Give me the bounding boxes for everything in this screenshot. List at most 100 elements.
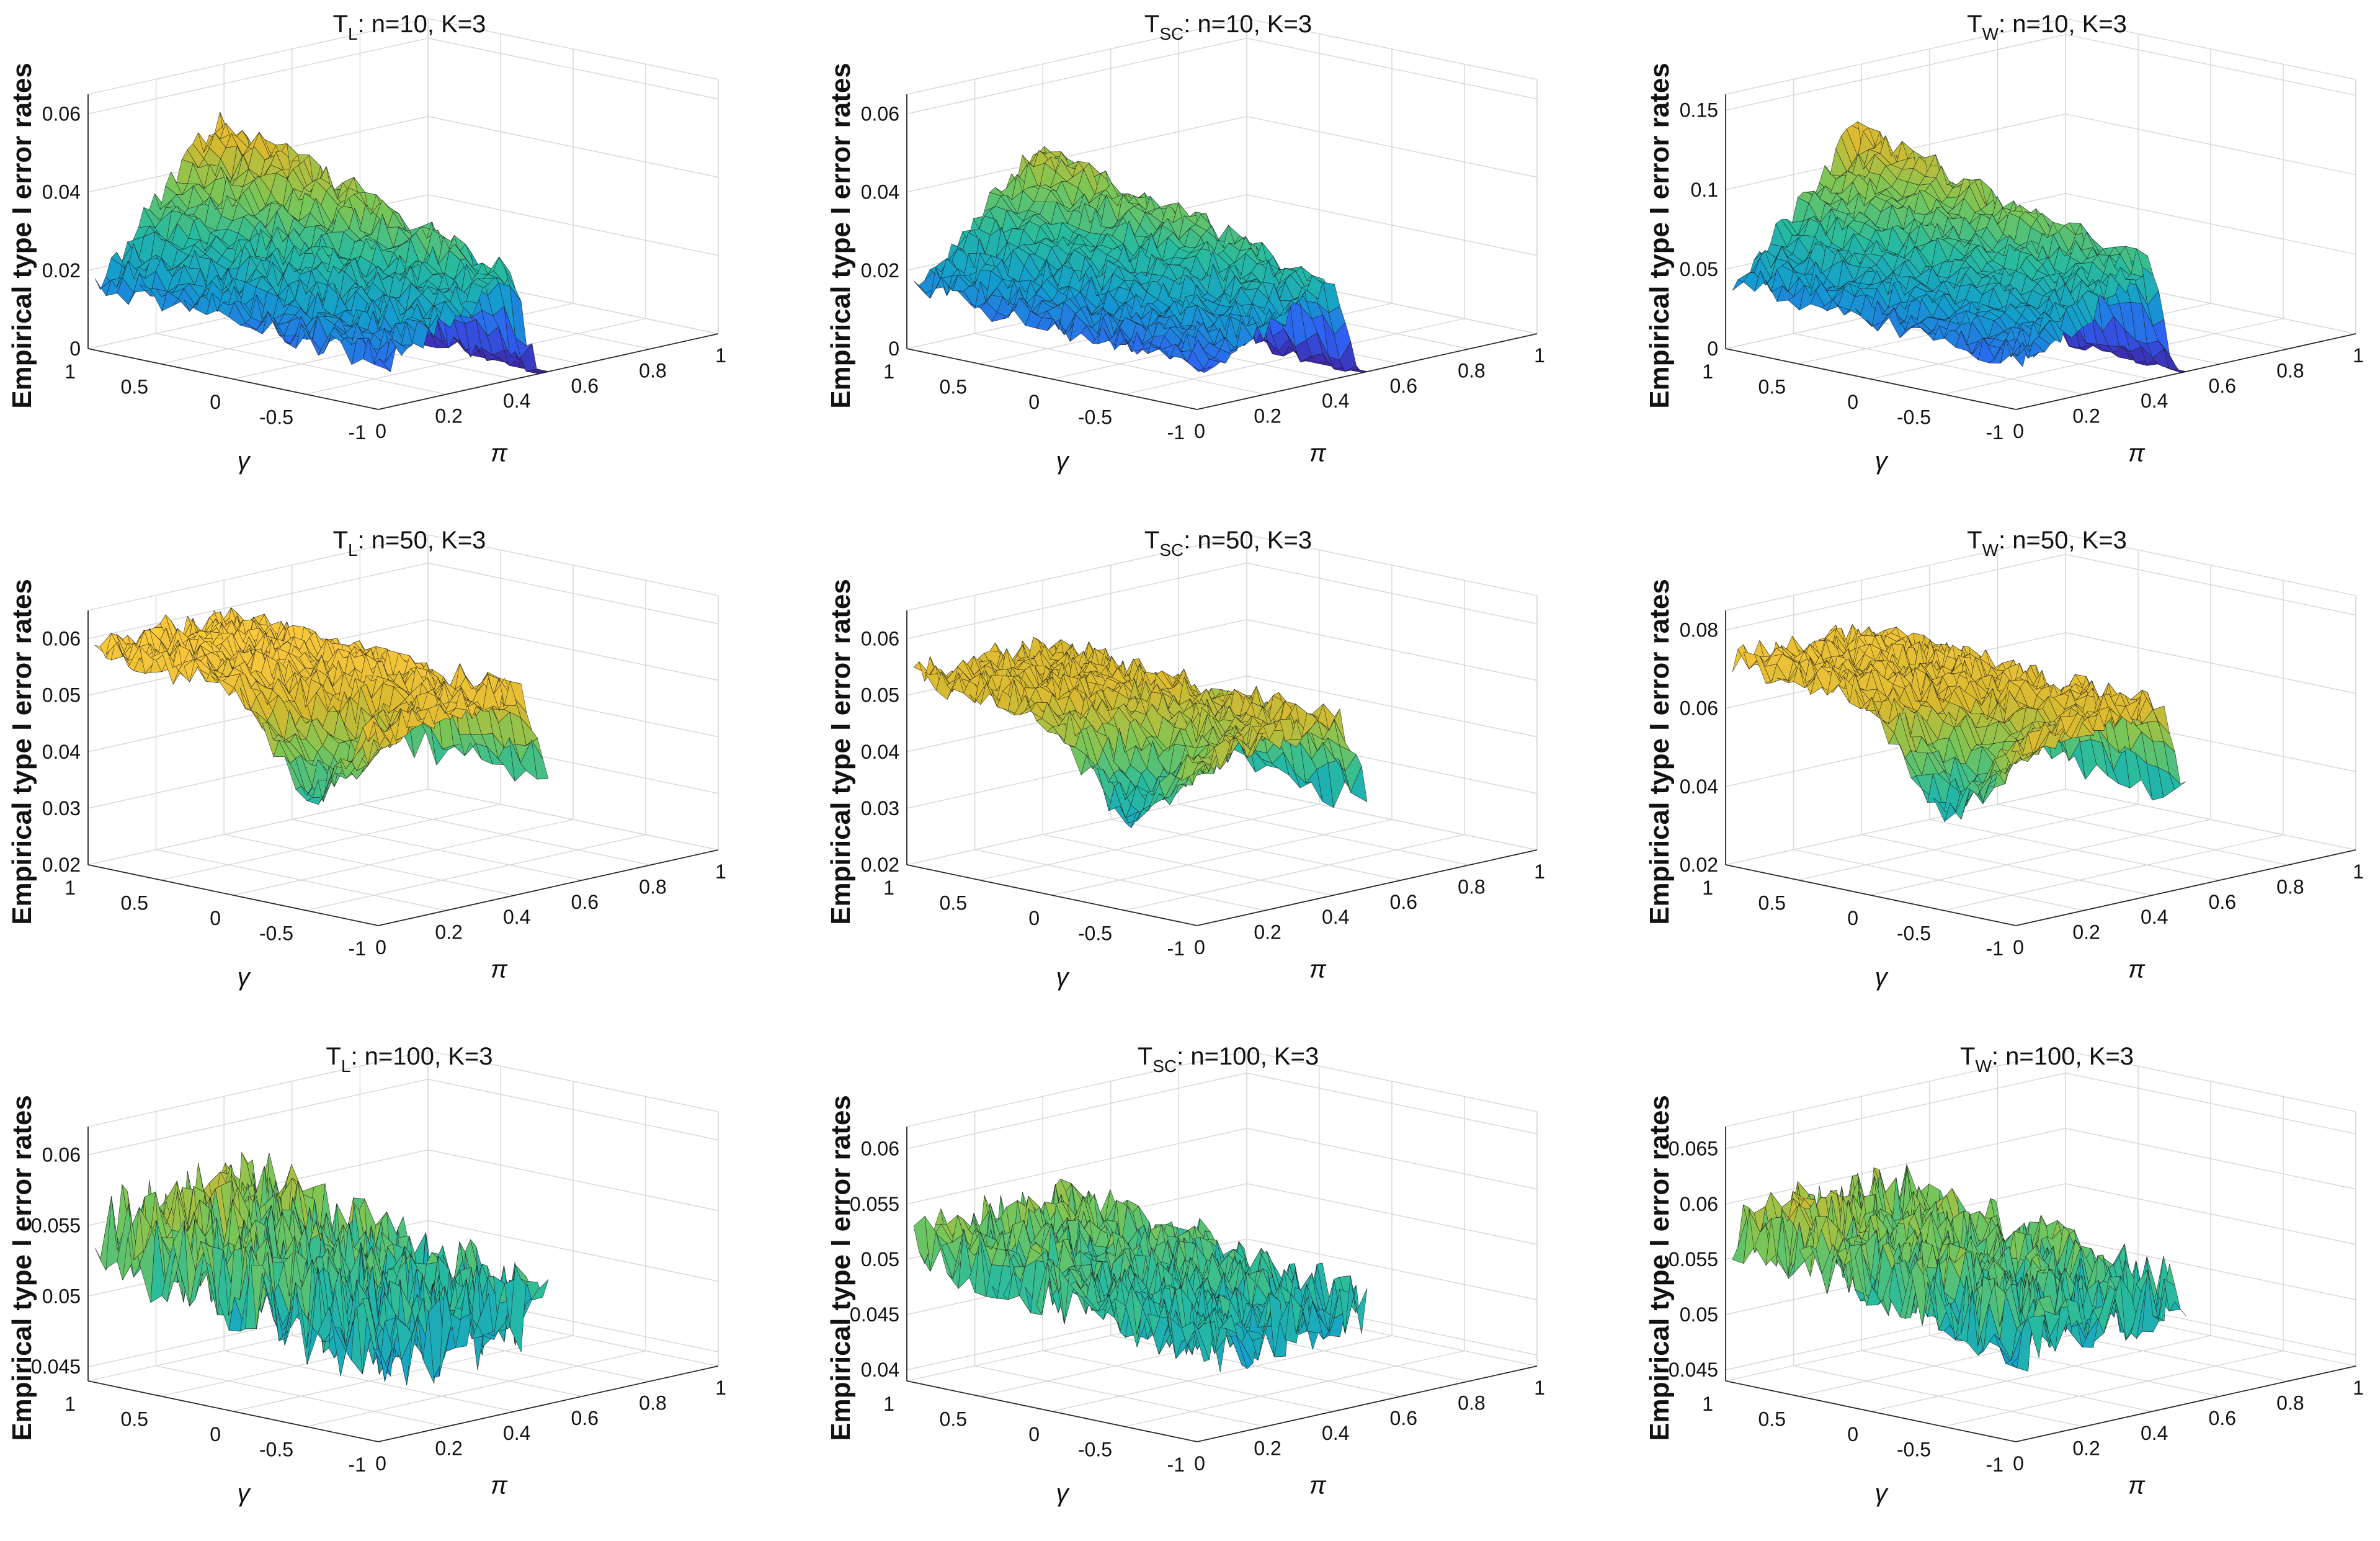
grid-line (427, 194, 719, 256)
pi-axis-label: π (1309, 439, 1327, 467)
z-tick-label: 0.04 (42, 181, 81, 203)
gamma-tick-label: 1 (65, 360, 76, 383)
z-tick-label: 0.02 (861, 259, 899, 282)
title-rest: : n=10, K=3 (1183, 11, 1312, 38)
grid-line (2065, 193, 2356, 255)
z-axis-label: Empirical type I error rates (7, 63, 37, 409)
pi-tick-label: 0.8 (1458, 359, 1485, 382)
grid-line (305, 318, 646, 395)
gamma-tick-label: -0.5 (1078, 406, 1112, 429)
gamma-tick-label: -0.5 (1897, 406, 1931, 429)
pi-tick-label: 0.2 (435, 405, 462, 427)
z-tick-label: 0.05 (42, 684, 81, 707)
pi-tick-label: 1 (1534, 344, 1545, 367)
box-edge (427, 18, 719, 80)
z-tick-label: 0.06 (861, 103, 899, 125)
title-subscript: W (1982, 24, 1999, 43)
gamma-axis-line (906, 348, 1198, 410)
gamma-tick-label: -0.5 (259, 406, 293, 429)
grid-line (87, 788, 429, 865)
grid-line (427, 37, 719, 100)
gamma-tick-label: 1 (883, 877, 894, 899)
box-edge (906, 18, 1247, 95)
surface-facet (532, 368, 549, 373)
surface-facet (1350, 368, 1368, 373)
pi-axis-label: π (2128, 439, 2146, 467)
grid-line (1943, 318, 2284, 395)
surface-panel-1: 00.20.40.60.8110.50-0.5-100.020.040.06πγ… (7, 11, 726, 475)
title-rest: : n=10, K=3 (358, 11, 486, 38)
pi-tick-label: 0 (1194, 936, 1205, 958)
gamma-tick-label: 0.5 (940, 376, 967, 398)
title-subscript: L (348, 24, 358, 43)
pi-tick-label: 0.8 (639, 875, 666, 898)
pi-tick-label: 0.8 (2276, 359, 2304, 382)
z-tick-label: 0.02 (42, 259, 81, 282)
title-main: T (1144, 527, 1159, 554)
gamma-tick-label: 0 (210, 391, 221, 413)
chart-title: TL: n=10, K=3 (333, 11, 486, 43)
surface-panel-4: 00.20.40.60.8110.50-0.5-10.020.030.040.0… (7, 527, 726, 991)
gamma-tick-label: 0.5 (121, 376, 148, 398)
gamma-tick-label: 0 (210, 907, 221, 929)
pi-tick-label: 0.4 (1322, 390, 1349, 412)
pi-tick-label: 0.4 (503, 390, 530, 412)
z-tick-label: 0.1 (1691, 179, 1718, 201)
gamma-tick-label: -0.5 (259, 922, 293, 945)
pi-tick-label: 0.6 (1390, 891, 1417, 913)
gamma-tick-label: 0 (1847, 391, 1858, 413)
grid-line (1246, 116, 1538, 178)
gamma-tick-label: -1 (1167, 937, 1185, 960)
gamma-tick-label: -1 (1986, 421, 2003, 444)
z-tick-label: 0.03 (861, 797, 899, 820)
pi-tick-label: 0.8 (639, 359, 666, 382)
pi-axis-line (2015, 333, 2356, 410)
title-main: T (1144, 11, 1159, 38)
gamma-tick-label: 0.5 (1758, 376, 1786, 398)
grid-line (906, 37, 1247, 115)
surface-panel-2: 00.20.40.60.8110.50-0.5-100.020.040.06πγ… (826, 11, 1545, 475)
pi-tick-label: 0 (375, 420, 386, 442)
box-edge (1725, 18, 2066, 95)
grid-line (87, 37, 429, 115)
pi-axis-line (1197, 333, 1538, 410)
chart-title: TL: n=50, K=3 (333, 527, 486, 560)
pi-axis-label: π (491, 439, 508, 467)
gamma-axis-label: γ (238, 447, 251, 475)
pi-tick-label: 0.6 (571, 375, 599, 397)
gamma-axis-label: γ (1875, 447, 1889, 475)
gamma-tick-label: 1 (65, 877, 76, 899)
gamma-tick-label: 1 (883, 360, 894, 383)
gamma-tick-label: -1 (349, 421, 366, 444)
z-tick-label: 0.02 (861, 854, 899, 876)
grid-line (1870, 819, 2211, 896)
gamma-axis-label: γ (1056, 963, 1070, 991)
gamma-tick-label: 0 (1028, 907, 1040, 929)
grid-line (2065, 114, 2356, 176)
pi-tick-label: 0.2 (1254, 405, 1281, 427)
grid-line (2065, 34, 2356, 96)
z-axis-label: Empirical type I error rates (1644, 63, 1675, 409)
grid-line (1051, 819, 1393, 896)
pi-tick-label: 0.4 (1322, 906, 1349, 928)
grid-line (1725, 553, 2066, 631)
surface-panel-3: 00.20.40.60.8110.50-0.5-100.050.10.15πγE… (1644, 11, 2364, 475)
z-tick-label: 0.06 (861, 628, 899, 650)
z-tick-label: 0.04 (861, 181, 899, 203)
title-main: T (1967, 11, 1982, 38)
surface-mesh (913, 146, 1368, 373)
pi-tick-label: 1 (2353, 344, 2364, 367)
grid-line (233, 819, 574, 896)
grid-line (979, 803, 1320, 881)
title-main: T (333, 11, 348, 38)
grid-line (1124, 318, 1465, 395)
grid-line (1798, 803, 2139, 881)
pi-axis-label: π (491, 955, 508, 983)
z-tick-label: 0 (69, 337, 81, 360)
surface-panel-6: 00.20.40.60.8110.50-0.5-10.020.040.060.0… (1644, 527, 2364, 991)
z-tick-label: 0.05 (861, 684, 899, 707)
z-tick-label: 0.04 (861, 741, 899, 763)
z-tick-label: 0.03 (42, 797, 81, 820)
